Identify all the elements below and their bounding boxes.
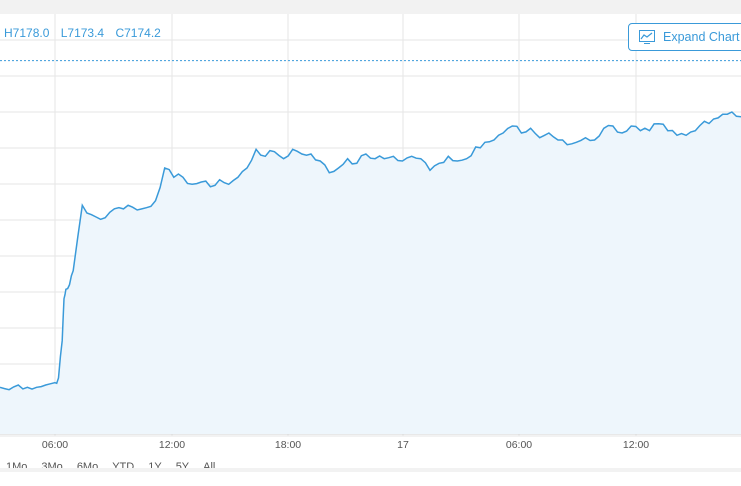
close-value: C7174.2 <box>115 26 161 40</box>
range-selector: 1Mo 3Mo 6Mo YTD 1Y 5Y All <box>0 454 741 480</box>
range-button-1mo[interactable]: 1Mo <box>6 461 28 473</box>
x-tick-label: 12:00 <box>159 439 185 451</box>
range-button-3mo[interactable]: 3Mo <box>41 461 63 473</box>
chart-icon <box>639 30 655 44</box>
expand-chart-button[interactable]: Expand Chart <box>628 23 741 51</box>
ohlc-readout: H7178.0 L7173.4 C7174.2 <box>4 26 169 40</box>
range-button-1y[interactable]: 1Y <box>148 461 162 473</box>
x-tick-label: 06:00 <box>506 439 532 451</box>
price-area-fill <box>0 112 741 434</box>
price-chart: 06:00 12:00 18:00 17 06:00 12:00 <box>0 14 741 451</box>
range-button-5y[interactable]: 5Y <box>175 461 190 473</box>
range-button-ytd[interactable]: YTD <box>112 461 135 473</box>
chart-frame: 06:00 12:00 18:00 17 06:00 12:00 H7178.0 L717… <box>0 14 741 486</box>
x-tick-label: 17 <box>397 439 409 451</box>
bottom-edge <box>0 468 741 472</box>
x-axis-ticks: 06:00 12:00 18:00 17 06:00 12:00 <box>42 439 649 451</box>
expand-chart-label: Expand Chart <box>663 30 740 44</box>
price-line <box>0 111 741 391</box>
range-button-all[interactable]: All <box>203 461 216 473</box>
x-tick-label: 06:00 <box>42 439 68 451</box>
x-tick-label: 18:00 <box>275 439 301 451</box>
x-tick-label: 12:00 <box>623 439 649 451</box>
low-value: L7173.4 <box>60 26 105 40</box>
range-button-6mo[interactable]: 6Mo <box>76 461 99 473</box>
high-value: H7178.0 <box>4 26 50 40</box>
